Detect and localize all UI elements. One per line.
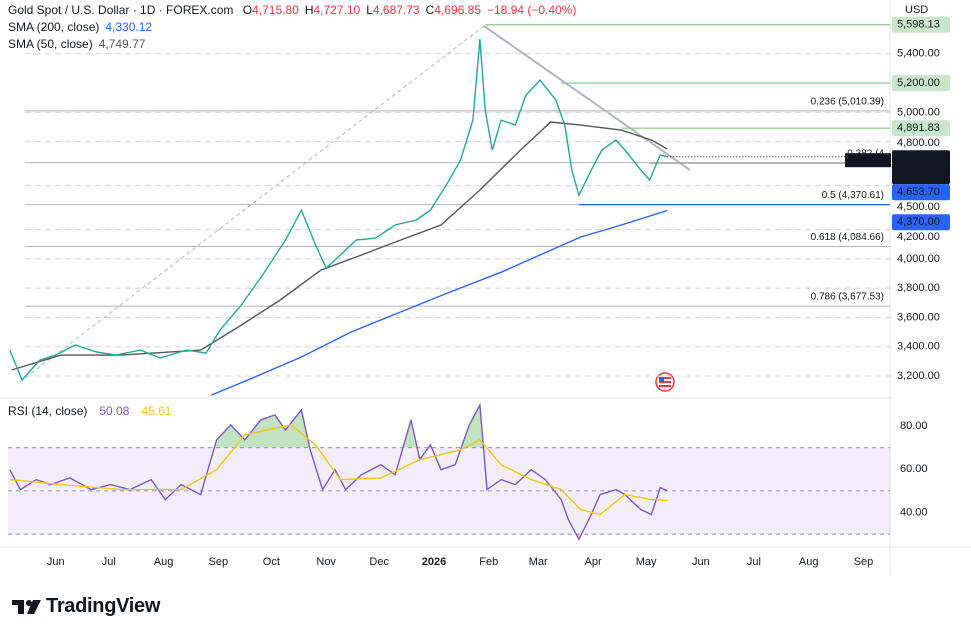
quote-value: 4,687.73	[372, 3, 420, 17]
x-tick-label: Jun	[692, 556, 710, 568]
x-tick-label: Apr	[584, 556, 601, 568]
series-line	[11, 121, 668, 371]
fib-label: 0.5 (4,370.61)	[822, 190, 884, 201]
x-tick-label: Nov	[316, 556, 336, 568]
y-tick-label: 4,000.00	[897, 253, 940, 265]
symbol-box	[845, 153, 891, 168]
y-tick-label: 3,200.00	[897, 370, 940, 382]
level-label-box	[892, 75, 950, 92]
y-tick-label: 4,200.00	[897, 231, 940, 243]
x-tick-label: Dec	[369, 556, 389, 568]
fib-label: 0.786 (3,677.53)	[811, 292, 884, 303]
quote-label: L	[366, 3, 373, 17]
legend-row: SMA (200, close) 4,330.12	[8, 20, 158, 34]
x-tick-label: 2026	[422, 556, 446, 568]
level-label-box	[892, 16, 950, 33]
trend-drawing	[483, 25, 691, 171]
legend-value: 45.61	[141, 404, 172, 418]
x-tick-label: May	[636, 556, 657, 568]
x-tick-label: Jun	[47, 556, 65, 568]
price-pane	[9, 24, 890, 396]
countdown: 12:25:36	[897, 169, 940, 181]
brand-logo	[12, 600, 41, 614]
trend-drawing	[19, 25, 485, 383]
y-tick-label: 80.00	[900, 420, 928, 432]
y-tick-label: 5,000.00	[897, 106, 940, 118]
quote-value: 4,715.80	[252, 3, 299, 17]
quote-value: −18.94 (−0.40%)	[487, 3, 577, 17]
brand: TradingView	[46, 595, 161, 617]
fib-label: 0.618 (4,084.66)	[811, 232, 884, 243]
quote-label: H	[304, 3, 314, 17]
y-tick-label: 4,800.00	[897, 137, 940, 149]
legend: SMA (200, close) 4,330.12 SMA (50, close) 4…	[8, 20, 158, 54]
x-tick-label: Jul	[747, 556, 761, 568]
level-label: 5,598.13	[897, 19, 940, 31]
x-tick-label: Mar	[529, 556, 548, 568]
level-label: 5,200.00	[897, 77, 940, 89]
fib-label: 0.236 (5,010.39)	[811, 96, 884, 107]
legend-row: SMA (50, close) 4,749.77	[8, 37, 158, 51]
series-line	[211, 209, 668, 396]
header: Gold Spot / U.S. Dollar · 1D · FOREX.com…	[8, 3, 588, 17]
y-tick-label: 3,400.00	[897, 341, 940, 353]
level-label: 4,370.00	[897, 216, 940, 228]
quote-value: 4,696.85	[434, 3, 481, 17]
quote-label: O	[242, 3, 253, 17]
x-tick-label: Jul	[102, 556, 116, 568]
symbol-label: XAUUSD	[848, 155, 890, 166]
overbought-fill	[214, 405, 484, 448]
series-line	[9, 39, 668, 382]
x-tick-label: Sep	[854, 556, 874, 568]
level-label: 4,653.70	[897, 186, 940, 198]
y-tick-label: 4,500.00	[897, 201, 940, 213]
level-label-box	[892, 214, 950, 231]
level-label: 4,891.83	[897, 122, 940, 134]
series-line	[9, 402, 668, 541]
quote-label: C	[425, 3, 435, 17]
flag-icon	[655, 372, 675, 392]
legend-name: SMA (50, close)	[8, 37, 93, 51]
legend-name: SMA (200, close)	[8, 20, 100, 34]
y-tick-label: 60.00	[900, 463, 928, 475]
quote-value: 4,727.10	[313, 3, 361, 17]
legend-value: 4,330.12	[105, 20, 153, 34]
currency: USD	[905, 4, 928, 16]
x-tick-label: Aug	[154, 556, 174, 568]
rsi-title: RSI (14, close)	[8, 404, 88, 418]
rsi-legend: RSI (14, close) 50.08 45.61	[8, 404, 183, 418]
level-label-box	[892, 120, 950, 137]
quotes: O4,715.80 H4,727.10 L4,687.73 C4,696.85 −18.…	[243, 3, 583, 17]
y-tick-label: 3,600.00	[897, 311, 940, 323]
symbol-title: Gold Spot / U.S. Dollar · 1D · FOREX.com	[8, 3, 234, 17]
y-tick-label: 40.00	[900, 506, 928, 518]
legend-value: 50.08	[99, 404, 130, 418]
x-tick-label: Sep	[209, 556, 229, 568]
price-box	[892, 150, 950, 185]
price-label: 4,696.85	[897, 153, 940, 165]
x-tick-label: Aug	[799, 556, 819, 568]
level-label-box	[892, 184, 950, 201]
series-line	[9, 424, 668, 516]
y-tick-label: 3,800.00	[897, 282, 940, 294]
x-tick-label: Oct	[263, 556, 280, 568]
y-tick-label: 5,400.00	[897, 48, 940, 60]
legend-value: 4,749.77	[98, 37, 146, 51]
rsi-values: 50.08 45.61	[93, 404, 177, 418]
x-tick-label: Feb	[479, 556, 498, 568]
